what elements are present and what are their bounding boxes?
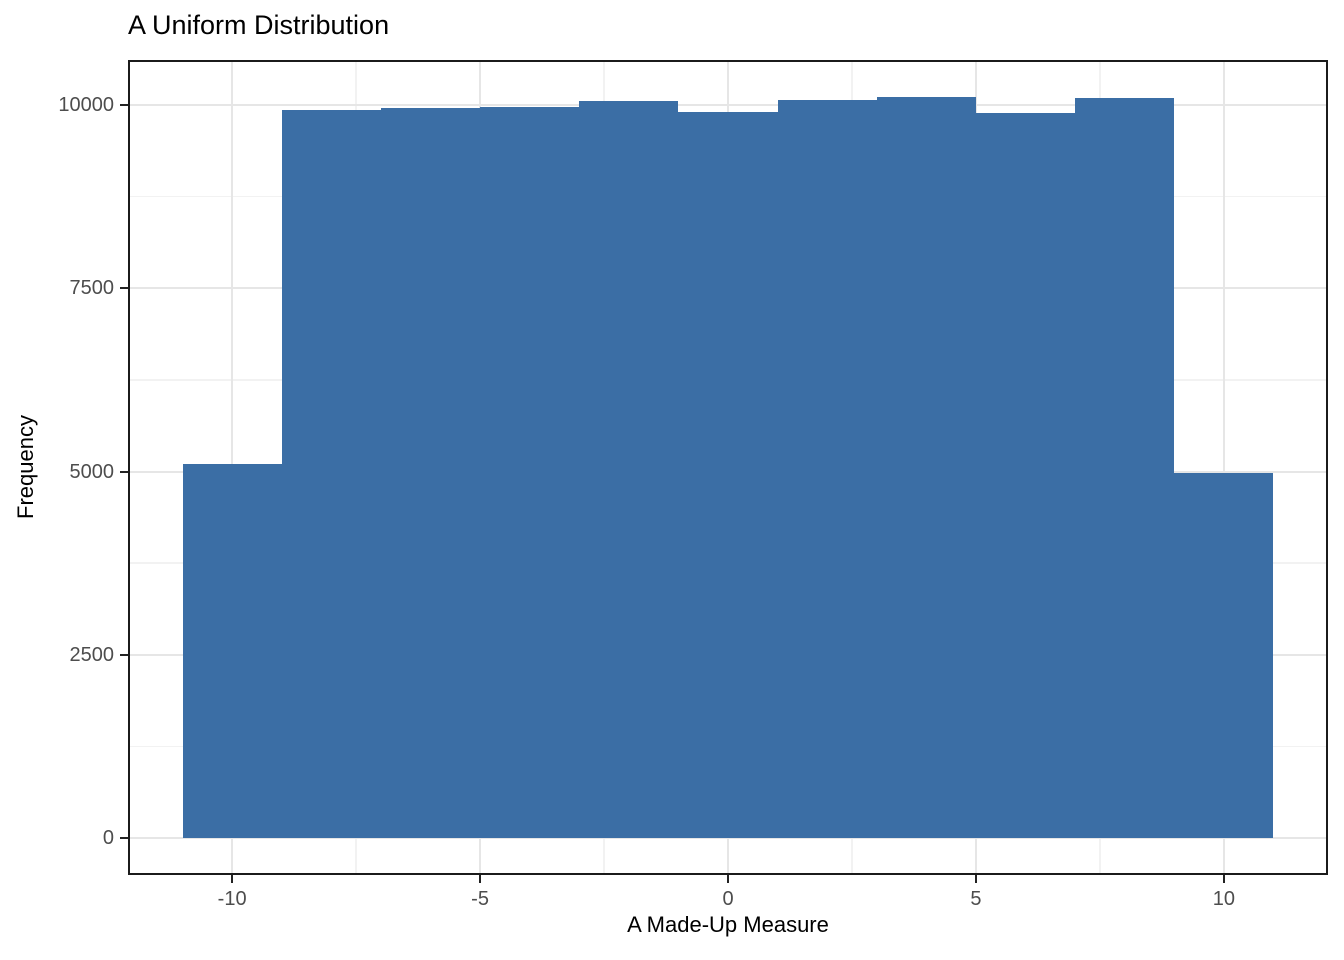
plot-panel xyxy=(128,60,1328,875)
x-tick-mark xyxy=(479,875,482,883)
y-tick-label: 7500 xyxy=(69,277,115,300)
histogram-bar xyxy=(380,108,481,838)
y-tick-label: 10000 xyxy=(58,94,114,117)
x-tick-label: -10 xyxy=(217,888,247,910)
y-tick-label: 0 xyxy=(102,826,114,849)
major-gridline-vertical xyxy=(1222,60,1225,875)
y-axis-title: Frequency xyxy=(13,415,38,519)
y-tick-mark xyxy=(120,836,128,839)
y-tick-mark xyxy=(120,470,128,473)
y-tick-mark xyxy=(120,653,128,656)
x-tick-label: -5 xyxy=(471,888,489,910)
y-tick-mark xyxy=(120,104,128,107)
x-tick-label: 5 xyxy=(970,888,982,910)
plot-title: A Uniform Distribution xyxy=(128,10,390,40)
histogram-bar xyxy=(1174,472,1274,838)
histogram-bar xyxy=(678,112,778,838)
histogram-bar xyxy=(579,101,679,838)
histogram-bar xyxy=(1075,97,1175,838)
histogram-bar xyxy=(777,99,877,838)
y-tick-label: 2500 xyxy=(69,643,115,666)
histogram-bar xyxy=(876,97,976,838)
x-tick-label: 10 xyxy=(1212,888,1235,910)
histogram-bar xyxy=(281,110,381,838)
x-tick-mark xyxy=(1222,875,1225,883)
histogram-bar xyxy=(975,113,1076,838)
x-tick-mark xyxy=(231,875,234,883)
x-tick-mark xyxy=(727,875,729,883)
histogram-bar xyxy=(182,464,282,838)
x-tick-mark xyxy=(974,875,977,883)
x-axis-title: A Made-Up Measure xyxy=(627,912,829,937)
y-tick-mark xyxy=(120,287,128,290)
y-tick-label: 5000 xyxy=(69,460,115,483)
histogram-bar xyxy=(480,107,580,838)
x-tick-label: 0 xyxy=(722,888,734,910)
